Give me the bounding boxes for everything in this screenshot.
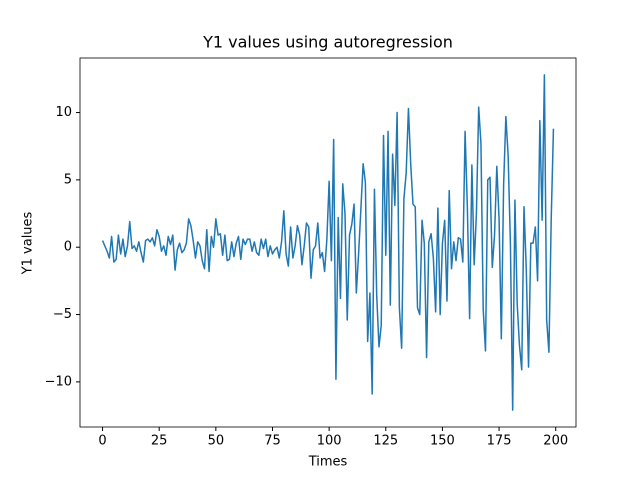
x-tick-label: 175 [487,434,512,449]
x-tick-label: 100 [317,434,342,449]
x-tick-label: 200 [543,434,568,449]
y-tick-label: 10 [55,105,72,120]
x-tick-label: 150 [430,434,455,449]
x-tick-label: 75 [264,434,281,449]
chart-title: Y1 values using autoregression [202,33,453,52]
plot-frame [79,57,577,428]
x-tick-label: 0 [98,434,106,449]
y-tick-label: −10 [45,374,72,389]
x-tick-label: 50 [208,434,225,449]
y-tick-label: 0 [64,240,72,255]
y-tick-label: 5 [64,172,72,187]
data-line [101,74,555,411]
x-tick-label: 25 [151,434,168,449]
y-tick-label: −5 [53,307,72,322]
x-tick-label: 125 [373,434,398,449]
y-axis-label: Y1 values [21,211,36,275]
x-axis-label: Times [308,455,348,470]
